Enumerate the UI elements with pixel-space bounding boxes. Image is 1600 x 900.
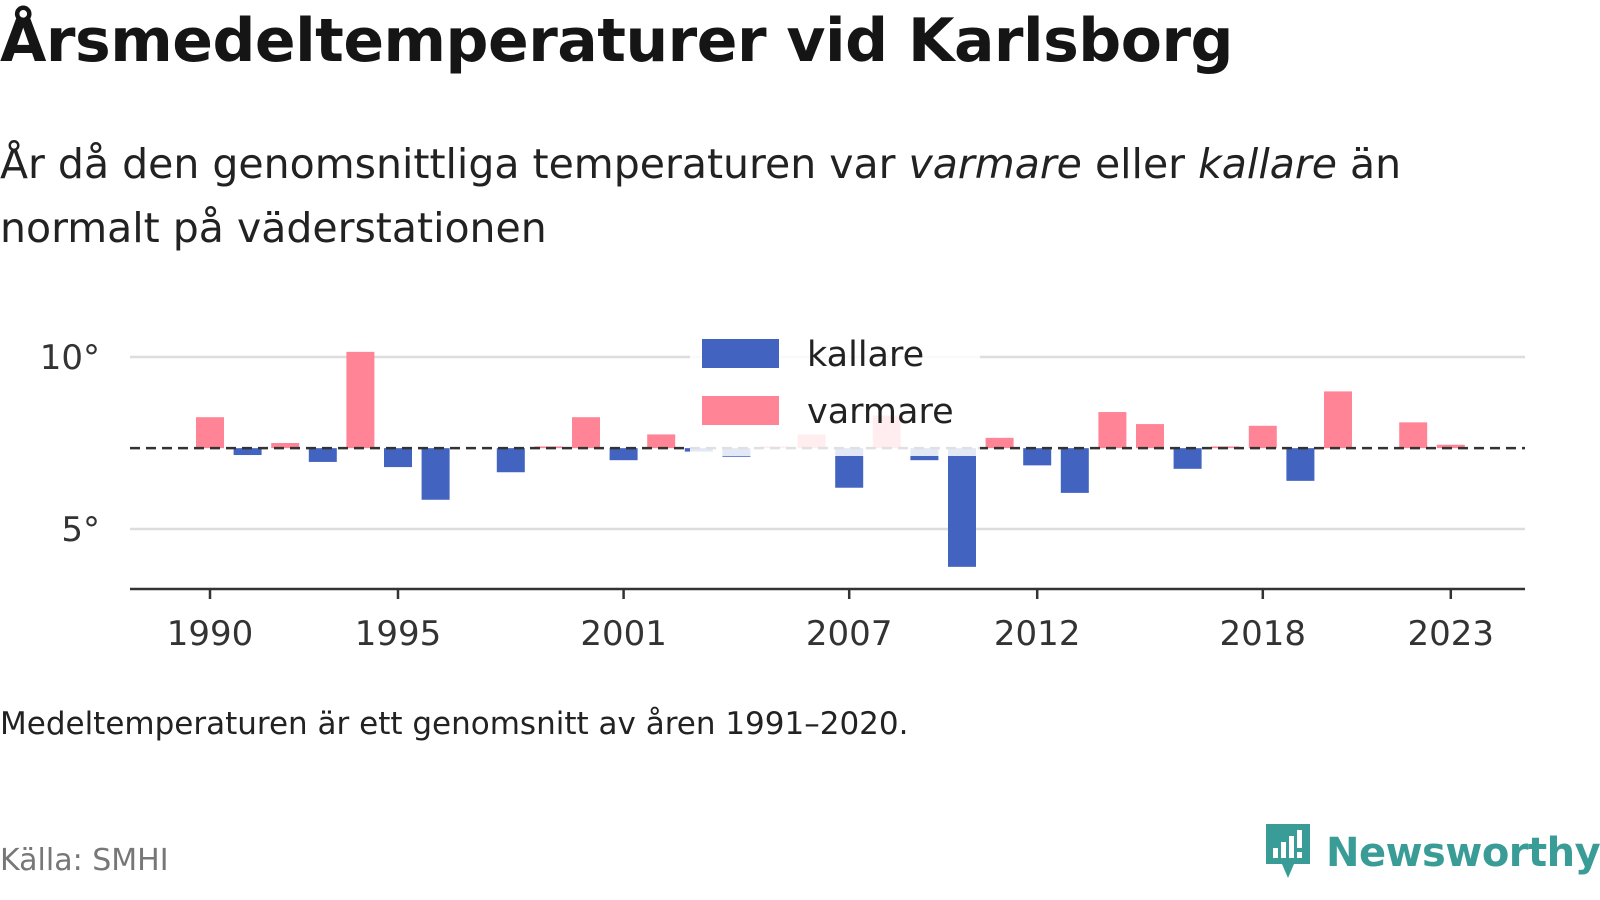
subtitle-text-2: eller [1081, 140, 1199, 188]
bar-warmer [1098, 412, 1127, 449]
bar-colder [421, 448, 450, 500]
bar-colder [496, 448, 525, 473]
legend-label: kallare [807, 335, 924, 375]
y-tick-label: 10° [40, 338, 100, 378]
x-tick-label: 2012 [994, 614, 1081, 654]
bar-warmer [196, 417, 224, 449]
legend-swatch [702, 339, 779, 368]
bar-warmer [346, 351, 375, 449]
chart-subtitle: År då den genomsnittliga temperaturen va… [0, 132, 1560, 260]
bar-warmer [1399, 422, 1428, 449]
bar-colder [233, 448, 262, 456]
subtitle-text-3: än normalt på väderstationen [0, 140, 1402, 252]
subtitle-text-1: År då den genomsnittliga temperaturen va… [0, 140, 909, 188]
bar-warmer [1136, 424, 1164, 449]
source-text: Källa: SMHI [0, 843, 169, 878]
y-tick-label: 5° [61, 510, 100, 550]
bar-warmer [1248, 425, 1277, 449]
x-axis: 1990 1995 2001 2007 2012 2018 2023 [130, 587, 1525, 654]
bar-colder [1060, 448, 1089, 493]
chart-title: Årsmedeltemperaturer vid Karlsborg [0, 6, 1234, 76]
bar-warmer [1436, 444, 1465, 449]
legend: kallare varmare [690, 335, 980, 456]
x-tick-label: 1995 [355, 614, 442, 654]
bar-chart: 5° 10° 1990 1995 2001 2007 2012 2018 2023 kalla… [40, 335, 1525, 654]
bar-colder [609, 448, 638, 461]
bar-colder [384, 448, 412, 468]
y-axis-ticks: 5° 10° [40, 338, 100, 550]
footnote: Medeltemperaturen är ett genomsnitt av å… [0, 706, 909, 742]
bar-warmer [572, 417, 600, 449]
bar-warmer [985, 437, 1014, 449]
bar-warmer [1324, 391, 1352, 449]
bar-colder [308, 448, 337, 462]
legend-swatch [702, 396, 779, 425]
brand-logo: Newsworthy [1262, 820, 1600, 886]
bar-colder [948, 448, 976, 567]
bar-warmer [271, 443, 300, 449]
bar-colder [1173, 448, 1202, 469]
x-tick-label: 2007 [806, 614, 893, 654]
x-tick-label: 2023 [1408, 614, 1495, 654]
x-tick-label: 2001 [580, 614, 667, 654]
brand-name: Newsworthy [1326, 830, 1600, 876]
subtitle-cold: kallare [1198, 140, 1337, 188]
subtitle-warm: varmare [908, 140, 1082, 188]
bar-colder [1286, 448, 1315, 481]
newsworthy-logo-icon [1262, 820, 1314, 886]
legend-label: varmare [807, 392, 954, 432]
x-tick-label: 1990 [167, 614, 254, 654]
x-tick-label: 2018 [1220, 614, 1307, 654]
bar-colder [1023, 448, 1052, 466]
bar-warmer [647, 434, 676, 449]
